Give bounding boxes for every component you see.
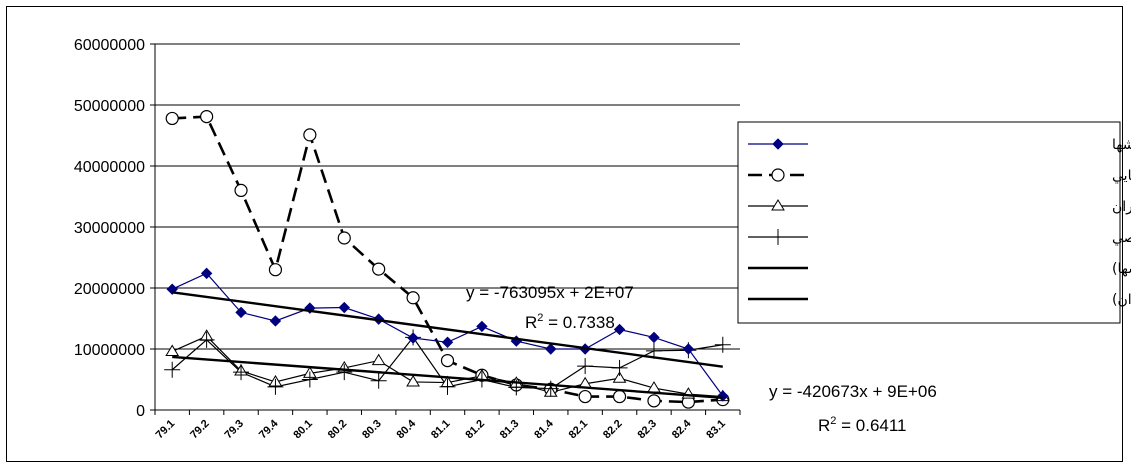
series-1-point — [682, 343, 695, 355]
series-4-point — [577, 358, 594, 375]
series-1-point — [648, 331, 660, 344]
trend-r2-2-value: = 0.6411 — [836, 416, 906, 435]
x-tick-label: 80.2 — [326, 418, 350, 442]
series-1-point — [407, 332, 419, 344]
series-2-point — [372, 262, 386, 276]
series-4-point — [370, 372, 387, 389]
x-tick-label: 83.1 — [704, 418, 728, 442]
axis-layer: 0 10000000 20000000 30000000 40000000 5000000… — [74, 37, 741, 442]
trend-r2-1: R2 = 0.7338 — [525, 312, 615, 332]
x-tick-label: 79.2 — [188, 418, 212, 442]
series-2-point — [578, 389, 592, 404]
series-2-point — [234, 183, 248, 197]
series-1-point — [200, 267, 213, 280]
x-tick-label: 79.4 — [257, 417, 281, 441]
series-4-point — [233, 364, 250, 381]
trendline-2 — [172, 355, 723, 399]
series-4-point — [611, 359, 628, 376]
series-4-point — [542, 380, 559, 397]
series-3-point — [165, 344, 180, 356]
x-tick-label: 81.4 — [532, 417, 556, 441]
series-2-point — [165, 111, 179, 126]
trend-r2-1-prefix: R — [525, 313, 537, 332]
y-tick-label: 20000000 — [74, 281, 145, 298]
series-4-point — [198, 331, 215, 348]
x-tick-label: 82.4 — [670, 417, 694, 441]
grid-layer — [155, 43, 740, 350]
x-tick-label: 82.3 — [635, 418, 659, 442]
legend-label-4: مراكز شخصي — [1112, 230, 1131, 246]
series-4-point — [439, 378, 456, 395]
series-4-point — [267, 378, 284, 395]
series-3-point — [612, 371, 627, 383]
series-2-point — [647, 394, 661, 408]
series-2-point — [303, 128, 317, 142]
series-1-point — [441, 336, 454, 348]
series-layer — [164, 109, 731, 409]
y-tick-label: 40000000 — [74, 159, 145, 176]
y-tick-label: 50000000 — [74, 98, 145, 115]
series-1-point — [269, 315, 282, 327]
trend-r2-2: R2 = 0.6411 — [818, 415, 907, 435]
legend-marker-1 — [772, 138, 784, 150]
y-tick-label: 60000000 — [74, 37, 145, 54]
trend-layer — [172, 291, 723, 399]
trend-equation-1: y = -763095x + 2E+07 — [466, 283, 634, 302]
x-tick-label: 80.4 — [395, 417, 419, 441]
y-tick-label: 10000000 — [74, 342, 145, 359]
legend-box — [737, 121, 1121, 324]
series-3-point — [406, 374, 420, 387]
series-1-point — [338, 301, 350, 314]
y-tick-label: 0 — [136, 403, 145, 420]
x-tick-label: 81.1 — [429, 418, 453, 442]
legend: شير كشها مراكز تعاون روستايي مراكز تعاوني … — [737, 121, 1131, 324]
series-1-point — [476, 320, 488, 333]
series-2-point — [200, 109, 214, 124]
series-1-point — [545, 343, 557, 355]
x-tick-label: 79.3 — [223, 418, 247, 442]
series-4-point — [301, 371, 318, 388]
trend-r2-1-value: = 0.7338 — [543, 313, 614, 332]
trend-r2-2-prefix: R — [818, 416, 830, 435]
series-4-point — [164, 361, 181, 378]
series-2-point — [268, 263, 283, 277]
series-2-point — [406, 291, 420, 305]
chart-frame — [6, 6, 1123, 462]
legend-marker-4 — [770, 229, 786, 245]
series-2-point — [440, 353, 455, 368]
x-tick-label: 81.3 — [498, 418, 522, 442]
legend-label-3: مراكز تعاوني دامداران — [1112, 199, 1131, 215]
trend-equation-2: y = -420673x + 9E+06 — [769, 382, 937, 401]
x-tick-label: 79.1 — [154, 418, 178, 442]
trend-r2-2-sup: 2 — [830, 415, 836, 427]
series-2-point — [612, 389, 627, 404]
legend-label-1: شير كشها — [1112, 137, 1131, 153]
series-4-point — [336, 364, 353, 381]
legend-marker-2 — [771, 168, 785, 182]
series-1-point — [613, 323, 626, 336]
x-tick-label: 82.2 — [601, 418, 625, 442]
legend-marker-3 — [771, 199, 785, 211]
legend-label-2: مراكز تعاون روستايي — [1112, 168, 1131, 184]
x-tick-label: 80.1 — [291, 418, 315, 442]
legend-label-6: Linear (مراكز تعاوني دامداران) — [1112, 292, 1131, 308]
x-tick-label: 81.2 — [463, 418, 487, 442]
series-4-point — [645, 342, 662, 359]
trendline-1 — [172, 291, 723, 368]
trend-r2-1-sup: 2 — [537, 312, 543, 324]
legend-label-5: Linear (شير كشها) — [1112, 261, 1131, 277]
series-2-point — [337, 231, 351, 245]
series-3-point — [371, 353, 386, 366]
series-4-point — [714, 336, 731, 353]
series-1-point — [235, 306, 247, 319]
y-tick-label: 30000000 — [74, 220, 145, 237]
x-tick-label: 82.1 — [567, 418, 591, 442]
x-tick-label: 80.3 — [360, 418, 384, 442]
